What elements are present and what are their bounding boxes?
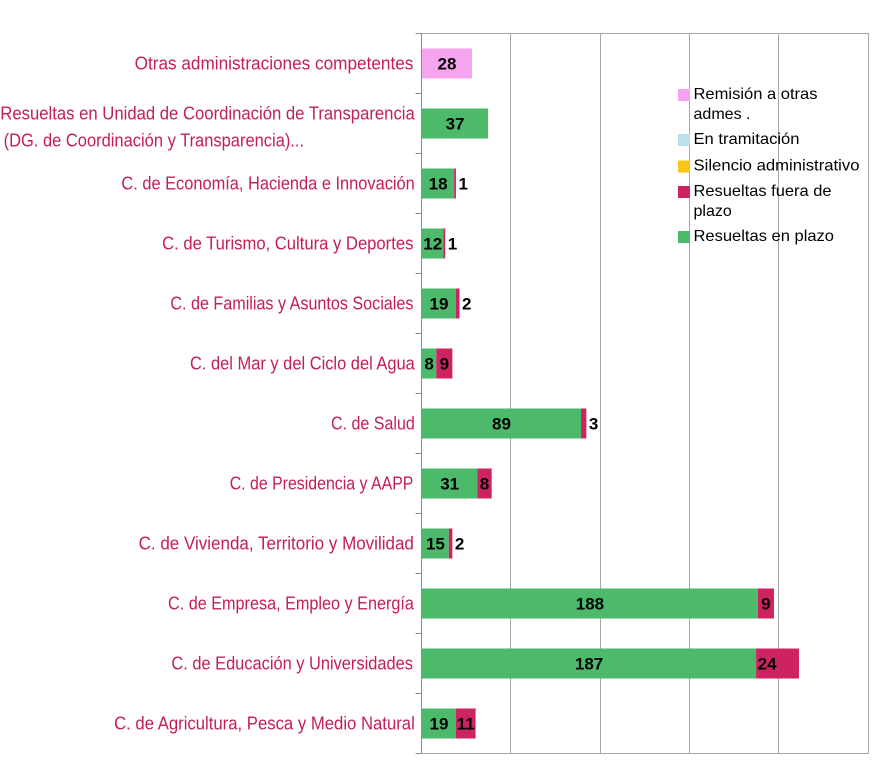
svg-text:C. de Economía, Hacienda e Inn: C. de Economía, Hacienda e Innovación xyxy=(121,174,414,194)
svg-text:89: 89 xyxy=(492,415,511,434)
svg-text:2: 2 xyxy=(462,295,471,314)
svg-text:C. de Vivienda, Territorio y M: C. de Vivienda, Territorio y Movilidad xyxy=(139,534,414,554)
svg-text:Silencio administrativo: Silencio administrativo xyxy=(694,158,860,175)
svg-text:9: 9 xyxy=(761,595,770,614)
svg-text:C. de Presidencia y AAPP: C. de Presidencia y AAPP xyxy=(230,474,414,494)
svg-text:C. de Familias y Asuntos Socia: C. de Familias y Asuntos Sociales xyxy=(170,294,413,314)
svg-text:Resueltas fuera de: Resueltas fuera de xyxy=(694,183,832,200)
svg-text:C. del Mar y del Ciclo del Agu: C. del Mar y del Ciclo del Agua xyxy=(190,354,416,374)
svg-text:19: 19 xyxy=(430,715,449,734)
svg-text:18: 18 xyxy=(429,175,448,194)
svg-text:1: 1 xyxy=(448,235,457,254)
svg-text:8: 8 xyxy=(480,475,489,494)
svg-text:admes .: admes . xyxy=(694,106,751,123)
svg-text:C. de Empresa, Empleo y Energí: C. de Empresa, Empleo y Energía xyxy=(168,594,415,614)
svg-text:(DG. de Coordinación y Transpa: (DG. de Coordinación y Transparencia)... xyxy=(4,131,305,151)
svg-text:C. de Educación y Universidade: C. de Educación y Universidades xyxy=(171,654,413,674)
svg-text:187: 187 xyxy=(575,655,603,674)
svg-text:Remisión a otras: Remisión a otras xyxy=(694,86,818,103)
svg-text:11: 11 xyxy=(457,715,475,734)
svg-text:31: 31 xyxy=(440,475,459,494)
svg-text:24: 24 xyxy=(758,655,777,674)
svg-text:19: 19 xyxy=(430,295,449,314)
svg-text:Resueltas en plazo: Resueltas en plazo xyxy=(694,228,835,245)
svg-text:8: 8 xyxy=(424,355,433,374)
svg-text:15: 15 xyxy=(426,535,445,554)
svg-text:C. de Agricultura, Pesca y Med: C. de Agricultura, Pesca y Medio Natural xyxy=(114,714,415,734)
svg-text:plazo: plazo xyxy=(694,203,732,220)
svg-text:Otras administraciones compete: Otras administraciones competentes xyxy=(135,54,414,74)
svg-text:3: 3 xyxy=(589,415,598,434)
svg-text:2: 2 xyxy=(455,535,464,554)
svg-text:12: 12 xyxy=(423,235,442,254)
svg-text:Resueltas en Unidad de Coordin: Resueltas en Unidad de Coordinación de T… xyxy=(0,104,415,124)
svg-text:188: 188 xyxy=(576,595,604,614)
svg-text:28: 28 xyxy=(438,55,457,74)
svg-text:C. de Turismo, Cultura y Depor: C. de Turismo, Cultura y Deportes xyxy=(162,234,413,254)
svg-text:9: 9 xyxy=(440,355,449,374)
svg-text:1: 1 xyxy=(458,175,467,194)
svg-text:37: 37 xyxy=(446,115,465,134)
svg-text:C. de Salud: C. de Salud xyxy=(331,414,415,434)
svg-text:En tramitación: En tramitación xyxy=(694,131,800,148)
